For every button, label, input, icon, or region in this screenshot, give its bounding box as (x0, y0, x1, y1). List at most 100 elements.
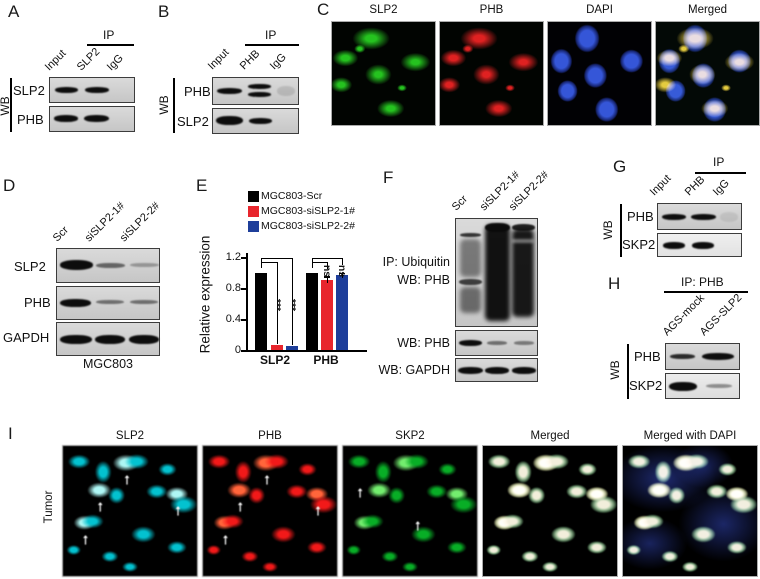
panel-f-label: F (383, 168, 394, 187)
panel-a-ip-line (87, 44, 134, 46)
panel-b-label: B (158, 2, 170, 21)
wb-band (662, 214, 686, 220)
error-bar (342, 272, 344, 278)
panel-i-image-phb: ↑ ↑ ↑ ↑ (202, 445, 338, 577)
wb-band (514, 341, 534, 345)
arrow-icon: ↑ (263, 471, 271, 488)
panel-d-row-gapdh: GAPDH (3, 330, 50, 345)
panel-i-label: I (8, 424, 13, 443)
panel-h-label: H (608, 274, 621, 293)
x-axis (246, 350, 367, 352)
legend-label: MGC803-siSLP2-1# (261, 205, 355, 217)
wb-band (130, 263, 159, 267)
legend-item: MGC803-siSLP2-1# (248, 205, 355, 217)
wb-band (663, 242, 685, 249)
panel-g-row-phb: PHB (627, 209, 654, 224)
category-label: SLP2 (259, 353, 290, 367)
panel-d-cell-line: MGC803 (82, 357, 134, 371)
sig-bracket (261, 262, 277, 264)
panel-a-label: A (8, 2, 20, 21)
panel-b-blot-phb (212, 77, 299, 105)
panel-a-lane-input: Input (42, 47, 69, 74)
panel-i-image-skp2: ↑ ↑ (342, 445, 478, 577)
wb-band (459, 340, 482, 346)
panel-g-lane-phb: PHB (682, 173, 708, 199)
panel-b-row-phb: PHB (184, 84, 211, 99)
arrow-icon: ↑ (221, 530, 230, 548)
wb-band (129, 335, 159, 344)
panel-b-wb-bracket (173, 78, 175, 133)
y-tick (241, 319, 246, 321)
panel-h-ip-line (664, 291, 748, 293)
significance-label: ns (321, 264, 333, 278)
wb-band (702, 353, 734, 360)
panel-b-wb-label: WB (157, 95, 171, 115)
sig-bracket (312, 258, 342, 260)
panel-i-label-slp2: SLP2 (115, 430, 145, 442)
panel-c-label: C (317, 0, 330, 19)
panel-h-row-skp2: SKP2 (629, 378, 663, 393)
wb-band (249, 118, 272, 124)
panel-h-blot-phb (665, 343, 740, 370)
wb-band (130, 300, 158, 304)
arrow-icon: ↑ (81, 530, 90, 548)
wb-band (85, 87, 109, 93)
panel-h-ip-label: IP: PHB (681, 275, 724, 289)
wb-band (60, 260, 93, 270)
panel-a-row-phb: PHB (17, 112, 44, 127)
panel-f-ip-ubiquitin-label: IP: Ubiquitin (382, 255, 450, 269)
wb-band (512, 224, 535, 231)
panel-g-ip-label: IP (713, 155, 725, 169)
legend-label: MGC803-siSLP2-2# (261, 220, 355, 232)
wb-band (96, 300, 124, 304)
wb-band (277, 86, 295, 96)
error-bar-cap (324, 276, 330, 278)
merged-green-layer (483, 446, 617, 576)
wb-band (60, 299, 91, 307)
y-axis (246, 253, 248, 351)
wb-band (487, 341, 507, 345)
panel-b-lane-igg: IgG (267, 51, 289, 73)
panel-d-row-slp2: SLP2 (14, 259, 46, 274)
panel-a-row-slp2: SLP2 (13, 83, 45, 98)
panel-i-label-merged-dapi: Merged with DAPI (643, 430, 737, 442)
panel-f-blot-gapdh (455, 358, 538, 382)
panel-i-image-merged (482, 445, 618, 577)
bar (271, 345, 283, 350)
wb-band (248, 84, 271, 89)
wb-band (217, 88, 242, 94)
bar (306, 272, 318, 350)
wb-smear (460, 239, 481, 277)
panel-f-wb-phb2-label: WB: PHB (397, 336, 450, 350)
panel-i-image-slp2: ↑ ↑ ↑ ↑ (62, 445, 198, 577)
wb-band (460, 233, 481, 237)
y-tick (241, 288, 246, 290)
wb-band (706, 384, 732, 388)
panel-a-ip-label: IP (103, 28, 115, 42)
wb-band (512, 367, 536, 374)
panel-f-wb-gapdh-label: WB: GAPDH (378, 363, 450, 377)
arrow-icon: ↑ (96, 498, 105, 516)
wb-band (458, 367, 483, 374)
wb-smear-gap (512, 239, 534, 243)
panel-i-side-label: Tumor (43, 490, 55, 524)
panel-c-label-merged: Merged (688, 4, 727, 16)
merged-dapi-layer (623, 446, 757, 576)
category-label: PHB (313, 353, 339, 367)
wb-band (54, 115, 78, 122)
panel-b-row-slp2: SLP2 (177, 114, 209, 129)
wb-smear (485, 225, 510, 321)
significance-label: *** (271, 298, 283, 312)
sig-bracket (312, 262, 314, 268)
panel-c-image-phb (439, 21, 544, 126)
sig-bracket (312, 258, 314, 264)
panel-c-image-slp2 (331, 21, 436, 126)
arrow-icon: ↑ (123, 471, 131, 488)
arrow-icon: ↑ (236, 498, 245, 516)
panel-g-lane-input: Input (647, 172, 674, 199)
panel-c-image-dapi (547, 21, 652, 126)
y-tick-label: 0.4 (225, 313, 241, 325)
wb-smear (460, 287, 481, 313)
wb-band (84, 115, 109, 122)
legend-label: MGC803-Scr (261, 190, 323, 202)
